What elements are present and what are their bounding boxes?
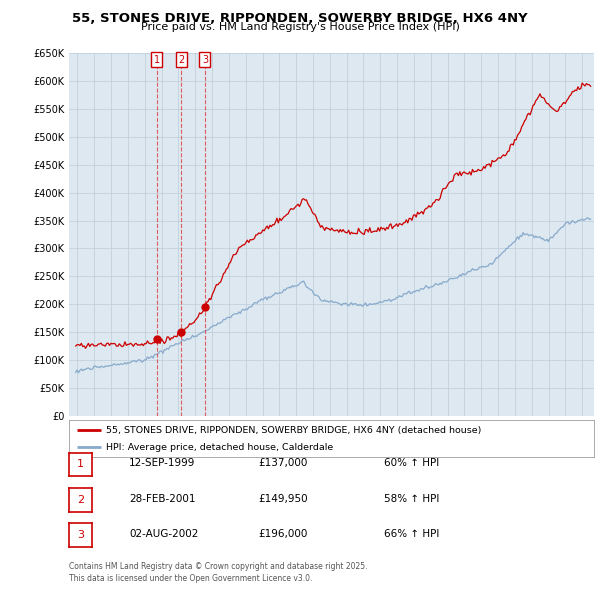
Text: 2: 2 <box>178 55 184 65</box>
Text: 58% ↑ HPI: 58% ↑ HPI <box>384 494 439 503</box>
Text: £149,950: £149,950 <box>258 494 308 503</box>
Text: 1: 1 <box>154 55 160 65</box>
Text: 2: 2 <box>77 495 84 504</box>
Text: 3: 3 <box>77 530 84 540</box>
Text: 28-FEB-2001: 28-FEB-2001 <box>129 494 196 503</box>
Text: £137,000: £137,000 <box>258 458 307 468</box>
Text: 12-SEP-1999: 12-SEP-1999 <box>129 458 196 468</box>
Text: 02-AUG-2002: 02-AUG-2002 <box>129 529 199 539</box>
Text: HPI: Average price, detached house, Calderdale: HPI: Average price, detached house, Cald… <box>106 442 333 452</box>
Text: 55, STONES DRIVE, RIPPONDEN, SOWERBY BRIDGE, HX6 4NY (detached house): 55, STONES DRIVE, RIPPONDEN, SOWERBY BRI… <box>106 425 481 435</box>
Text: Price paid vs. HM Land Registry's House Price Index (HPI): Price paid vs. HM Land Registry's House … <box>140 22 460 32</box>
Text: 60% ↑ HPI: 60% ↑ HPI <box>384 458 439 468</box>
Text: Contains HM Land Registry data © Crown copyright and database right 2025.
This d: Contains HM Land Registry data © Crown c… <box>69 562 367 583</box>
Text: 1: 1 <box>77 460 84 469</box>
Text: 3: 3 <box>202 55 208 65</box>
Text: 66% ↑ HPI: 66% ↑ HPI <box>384 529 439 539</box>
Text: £196,000: £196,000 <box>258 529 307 539</box>
Text: 55, STONES DRIVE, RIPPONDEN, SOWERBY BRIDGE, HX6 4NY: 55, STONES DRIVE, RIPPONDEN, SOWERBY BRI… <box>72 12 528 25</box>
